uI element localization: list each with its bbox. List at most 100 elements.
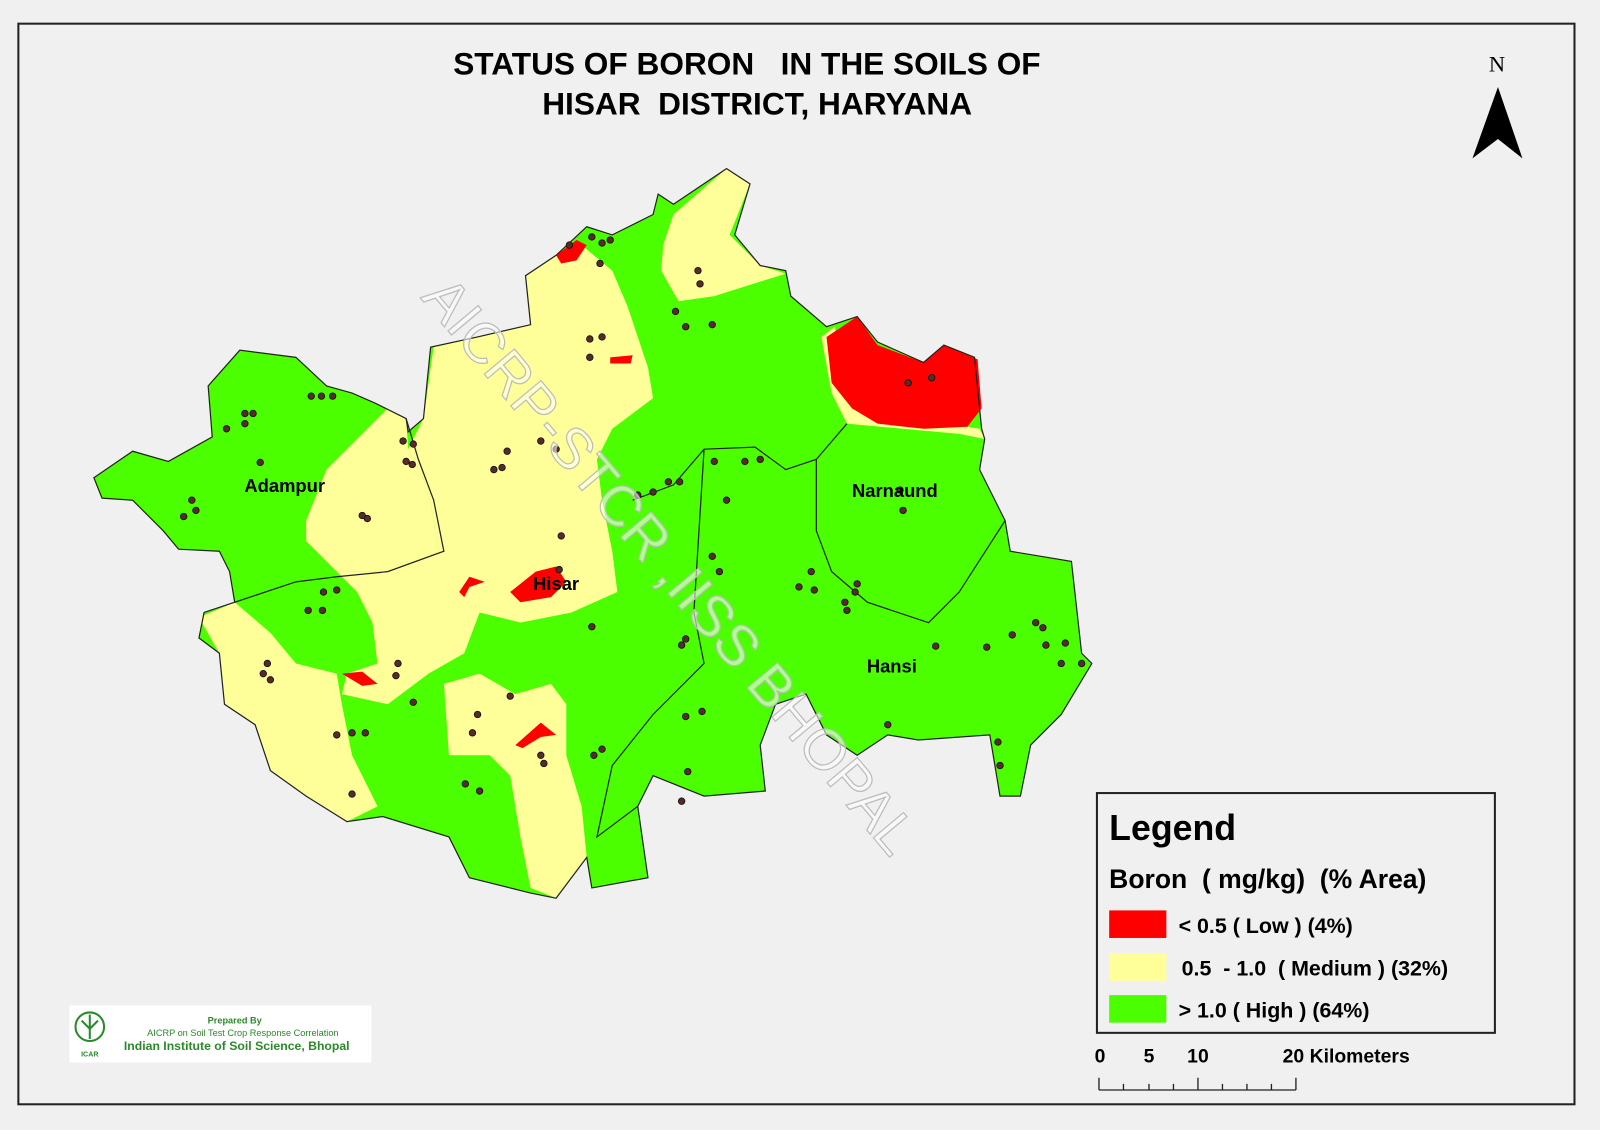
sample-point [263, 659, 272, 668]
sample-point [503, 447, 511, 455]
legend-swatch [1109, 995, 1167, 1023]
credit-line: Indian Institute of Soil Science, Bhopal [124, 1039, 350, 1053]
map-zones [93, 167, 1093, 899]
sample-point [307, 392, 315, 400]
sample-point [677, 797, 686, 805]
sample-point [259, 669, 267, 678]
credit-line: AICRP on Soil Test Crop Response Correla… [147, 1028, 338, 1038]
sample-point [904, 379, 912, 387]
sample-point [392, 672, 400, 680]
sample-point [333, 586, 341, 594]
sample-point [675, 478, 684, 486]
sample-point [586, 353, 594, 362]
sample-point [304, 606, 312, 615]
low-zone [556, 240, 587, 264]
north-arrow-shape [1472, 86, 1523, 159]
scale-bar: 0 5 10 20 Kilometers [1095, 1045, 1410, 1091]
sample-point [598, 745, 606, 753]
place-label: Hisar [533, 573, 579, 594]
legend: Legend Boron ( mg/kg) (% Area) < 0.5 ( L… [1095, 792, 1496, 1034]
legend-item-label: > 1.0 ( High ) (64%) [1179, 999, 1370, 1023]
sample-point [319, 588, 328, 596]
north-label: N [1489, 52, 1505, 77]
title-line: STATUS OF BORON IN THE SOILS OF [453, 46, 1040, 82]
sample-point [565, 241, 574, 249]
sample-point [722, 496, 731, 504]
sample-point [1008, 631, 1016, 639]
block-boundary [815, 459, 1006, 624]
medium-zone [306, 408, 439, 572]
sample-point [222, 425, 231, 433]
low-zone [826, 316, 982, 429]
logo-text: ICAR [81, 1050, 98, 1058]
sample-point [677, 641, 686, 649]
sample-point [590, 751, 598, 759]
sample-point [1077, 659, 1086, 668]
sample-point [394, 659, 402, 668]
sample-point [241, 409, 249, 418]
scale-label: 0 [1095, 1045, 1106, 1067]
sample-point [843, 606, 851, 615]
sample-point [841, 598, 849, 606]
place-label: Narnaund [852, 480, 938, 501]
sample-point [256, 458, 264, 467]
sample-point [606, 236, 614, 244]
legend-item-label: 0.5 - 1.0 ( Medium ) (32%) [1182, 957, 1448, 981]
scale-ruler [1098, 1077, 1297, 1091]
sample-point [348, 729, 356, 737]
sample-point [899, 506, 907, 515]
sample-point [588, 623, 596, 631]
sample-point [756, 455, 764, 464]
low-zone [341, 671, 378, 686]
medium-zone [198, 602, 378, 822]
sample-point [249, 409, 257, 418]
credit-line: Prepared By [208, 1016, 263, 1026]
sample-point [266, 676, 275, 684]
sample-point [710, 457, 718, 466]
logo-emblem [74, 1011, 106, 1043]
sample-point [682, 635, 690, 643]
sample-point [634, 491, 642, 499]
sample-point [409, 698, 417, 706]
sample-point [586, 335, 594, 343]
sample-point [649, 488, 657, 496]
medium-zone [661, 168, 786, 302]
sample-point [795, 583, 803, 591]
sample-point [557, 532, 565, 540]
sample-point [664, 478, 673, 486]
sample-point [1061, 639, 1069, 647]
sample-point [192, 506, 200, 515]
sample-point [318, 606, 327, 615]
block-boundary [595, 449, 705, 839]
sample-point [188, 496, 196, 504]
sample-point [475, 787, 484, 795]
sample-point [708, 552, 716, 560]
sample-point [1042, 641, 1050, 649]
north-arrow: N [1472, 52, 1523, 159]
sample-point [598, 239, 606, 247]
sample-point [853, 580, 861, 588]
sample-point [540, 759, 548, 768]
sample-point [927, 374, 936, 382]
sample-point [696, 280, 704, 288]
sample-point [498, 463, 506, 472]
credit-box: ICAR Prepared By AICRP on Soil Test Crop… [69, 1005, 372, 1063]
sample-point [537, 751, 545, 759]
scale-label: 20 Kilometers [1283, 1045, 1410, 1067]
sample-point [596, 259, 604, 268]
sample-point [461, 780, 469, 788]
sample-point [537, 437, 545, 445]
sample-point [807, 567, 815, 576]
medium-zone [336, 245, 654, 705]
sample-point [741, 457, 749, 466]
sample-point [682, 712, 690, 721]
place-label: Hansi [867, 656, 917, 677]
sample-point [473, 710, 482, 719]
legend-subtitle: Boron ( mg/kg) (% Area) [1109, 864, 1426, 894]
scale-label: 10 [1187, 1045, 1209, 1067]
sample-point [684, 767, 692, 776]
low-zone [610, 355, 633, 364]
sample-point [715, 567, 724, 576]
